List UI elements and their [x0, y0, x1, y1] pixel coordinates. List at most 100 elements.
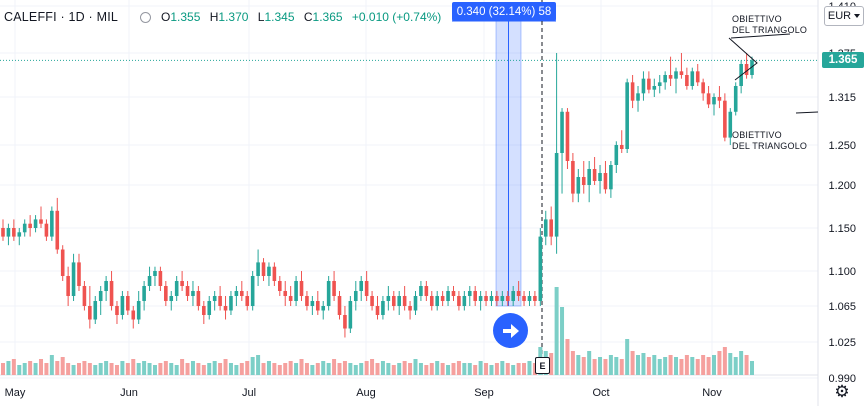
x-tick-label: May — [5, 387, 26, 399]
candle-body — [592, 169, 597, 181]
candle-body — [299, 281, 304, 296]
candle-body — [641, 78, 646, 94]
x-tick-label: Oct — [592, 387, 609, 399]
high-value: 1.370 — [218, 10, 249, 24]
candle-body — [164, 286, 168, 301]
candle-body — [120, 296, 125, 315]
candle-body — [180, 281, 184, 286]
currency-label: EUR — [827, 10, 852, 22]
candle-body — [462, 296, 467, 306]
volume-bar — [500, 361, 505, 375]
candle-body — [321, 306, 326, 311]
candle-body — [136, 301, 141, 320]
volume-bar — [679, 359, 684, 375]
candle-body — [706, 93, 711, 105]
volume-bar — [674, 357, 679, 375]
candle-body — [22, 223, 27, 233]
volume-bar — [185, 363, 190, 375]
candle-body — [28, 223, 32, 228]
candle-body — [131, 310, 136, 320]
x-tick-label: Aug — [356, 387, 376, 399]
candle-body — [288, 296, 293, 301]
candle-body — [343, 315, 347, 329]
candle-body — [554, 153, 559, 237]
candle-body — [587, 169, 591, 185]
last-price-label: 1.365 — [822, 52, 864, 68]
candle-body — [370, 296, 374, 306]
candle-body — [516, 291, 521, 296]
volume-bar — [478, 361, 483, 375]
x-tick-label: Nov — [702, 387, 722, 399]
volume-bar — [663, 357, 668, 375]
volume-bar — [348, 363, 353, 375]
volume-bar — [484, 363, 489, 375]
candle-body — [685, 75, 689, 86]
volume-bar — [277, 365, 282, 375]
chart-header: CALEFFI · 1D · MIL O1.355 H1.370 L1.345 … — [4, 7, 441, 27]
volume-bar — [750, 361, 754, 375]
note-objective-bottom[interactable]: OBIETTIVO DEL TRIANGOLO — [732, 130, 807, 152]
volume-bar — [619, 359, 624, 375]
candle-body — [435, 296, 440, 306]
candle-body — [728, 111, 733, 138]
note-bottom-line1: OBIETTIVO — [732, 130, 782, 140]
candle-body — [33, 219, 38, 228]
candle-body — [326, 281, 331, 306]
candle-body — [196, 291, 201, 306]
volume-bar — [744, 355, 749, 375]
volume-bar — [380, 361, 385, 375]
volume-bar — [592, 359, 597, 375]
candle-body — [440, 296, 445, 301]
volume-bar — [71, 365, 76, 375]
symbol-title[interactable]: CALEFFI · 1D · MIL — [4, 10, 119, 24]
volume-bar — [201, 365, 206, 375]
volume-bar — [614, 357, 619, 375]
candle-body — [636, 93, 640, 101]
candle-body — [630, 82, 635, 101]
candle-body — [218, 296, 222, 306]
candle-body — [55, 210, 60, 250]
earnings-badge[interactable]: E — [535, 357, 550, 374]
volume-bar — [207, 363, 212, 375]
volume-bar — [288, 361, 293, 375]
candle-body — [158, 271, 163, 286]
y-tick-label: 1.250 — [828, 140, 856, 152]
candle-body — [191, 291, 195, 296]
close-label: C — [303, 10, 313, 24]
note-objective-top[interactable]: OBIETTIVO DEL TRIANGOLO — [732, 14, 807, 36]
gear-icon[interactable]: ⚙ — [834, 382, 850, 401]
volume-bar — [728, 353, 733, 375]
currency-selector[interactable]: EUR — [824, 6, 864, 26]
candle-body — [576, 177, 581, 194]
candle-body — [153, 271, 157, 276]
candle-body — [66, 276, 70, 296]
candle-body — [543, 219, 548, 237]
candle-body — [419, 286, 423, 296]
candle-body — [598, 173, 602, 181]
volume-bar — [598, 357, 603, 375]
x-tick-label: Sep — [474, 387, 494, 399]
y-tick-label: 1.200 — [828, 180, 856, 192]
y-tick-label: 1.100 — [828, 266, 856, 278]
candle-body — [625, 82, 629, 149]
candle-body — [397, 296, 402, 306]
candle-body — [571, 161, 575, 194]
candle-body — [690, 71, 695, 86]
volume-bar — [359, 363, 364, 375]
volume-bar — [49, 355, 54, 375]
volume-bar — [386, 363, 391, 375]
volume-bar — [636, 355, 641, 375]
arrow-right-circle-icon[interactable] — [493, 313, 528, 348]
candle-body — [668, 75, 673, 79]
volume-bar — [397, 363, 402, 375]
ohlc-values: O1.355 H1.370 L1.345 C1.365 +0.010 (+0.7… — [161, 10, 441, 24]
volume-bar — [212, 361, 217, 375]
candle-body — [451, 291, 456, 296]
volume-bar — [489, 365, 494, 375]
candle-body — [495, 296, 499, 301]
triangle-pattern-lines — [728, 37, 758, 81]
candle-body — [142, 286, 146, 301]
volume-bar — [451, 363, 456, 375]
candle-body — [674, 71, 678, 79]
